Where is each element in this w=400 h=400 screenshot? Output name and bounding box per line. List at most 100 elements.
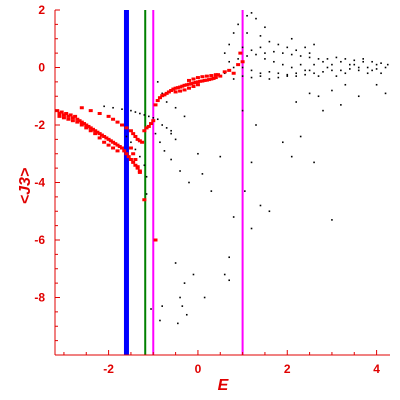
data-point [75, 120, 80, 124]
data-point [115, 149, 120, 153]
data-point [173, 90, 178, 94]
data-point [161, 305, 163, 307]
data-point [273, 50, 275, 53]
data-point [84, 126, 89, 130]
x-axis-label: E [218, 377, 230, 394]
y-tick-label: -8 [34, 291, 45, 305]
y-tick-label: -2 [34, 118, 45, 132]
data-point [143, 164, 146, 167]
data-point [170, 132, 172, 135]
data-point [165, 101, 168, 103]
data-point [282, 52, 284, 54]
data-point [97, 132, 102, 136]
data-point [150, 308, 152, 310]
data-point [259, 72, 262, 75]
data-point [139, 155, 141, 158]
data-point [207, 78, 212, 82]
data-point [210, 190, 213, 192]
data-point [70, 119, 75, 123]
data-point [371, 69, 373, 72]
data-point [228, 60, 230, 63]
data-point [173, 86, 178, 90]
data-point [174, 106, 177, 109]
data-point [187, 82, 191, 86]
data-point [181, 305, 184, 307]
data-point [357, 69, 360, 72]
data-point [152, 117, 155, 119]
data-point [259, 75, 262, 77]
data-point [268, 78, 271, 80]
data-point [240, 60, 245, 64]
data-point [88, 109, 93, 113]
data-point [133, 163, 138, 167]
y-axis-label: <J3> [17, 168, 34, 204]
data-point [108, 139, 113, 143]
data-point [344, 72, 347, 75]
data-point [259, 35, 262, 37]
data-point [286, 73, 289, 76]
data-point [137, 139, 142, 143]
data-point [175, 86, 180, 90]
data-point [161, 124, 163, 126]
data-point [228, 279, 230, 282]
data-point [231, 71, 236, 75]
data-point [146, 124, 151, 128]
data-point [102, 135, 107, 138]
data-point [117, 145, 122, 149]
data-point [125, 135, 128, 138]
y-tick-label: -4 [34, 176, 45, 190]
data-point [308, 56, 311, 59]
data-point [73, 114, 78, 118]
data-point [357, 66, 360, 69]
data-point [211, 76, 216, 80]
data-point [57, 112, 62, 115]
data-point [250, 76, 253, 79]
data-point [79, 123, 84, 127]
data-point [349, 68, 351, 70]
data-point [111, 146, 116, 150]
data-point [66, 114, 71, 118]
data-point [304, 46, 306, 49]
data-point [130, 109, 132, 112]
data-point [232, 78, 235, 80]
data-point [218, 74, 223, 78]
data-point [237, 58, 239, 60]
data-point [61, 116, 66, 120]
data-point [299, 55, 302, 57]
data-point [250, 227, 253, 230]
data-point [112, 106, 114, 109]
data-point [371, 60, 373, 63]
data-point [250, 49, 253, 52]
data-point [304, 69, 306, 72]
data-point [115, 120, 120, 124]
data-point [111, 140, 116, 144]
data-point [223, 52, 226, 54]
data-point [295, 49, 297, 52]
data-point [195, 83, 200, 87]
data-point [362, 58, 364, 60]
data-point [264, 58, 266, 60]
data-point [204, 78, 209, 82]
data-point [128, 146, 133, 150]
data-point [232, 216, 235, 218]
data-point [237, 23, 239, 26]
data-point [88, 129, 93, 133]
x-tick-label: -2 [103, 362, 114, 376]
data-point [144, 126, 149, 130]
data-point [120, 123, 124, 127]
data-point [195, 76, 200, 80]
data-point [268, 71, 271, 73]
data-point [241, 109, 244, 112]
data-point [255, 17, 257, 20]
data-point [290, 37, 293, 40]
data-point [219, 155, 222, 158]
data-point [282, 141, 284, 144]
data-point [184, 83, 189, 87]
data-point [304, 73, 306, 76]
data-point [209, 77, 214, 81]
data-point [161, 92, 163, 95]
data-point [165, 127, 168, 129]
data-point [313, 63, 315, 66]
data-point [308, 92, 311, 95]
data-point [174, 262, 177, 264]
